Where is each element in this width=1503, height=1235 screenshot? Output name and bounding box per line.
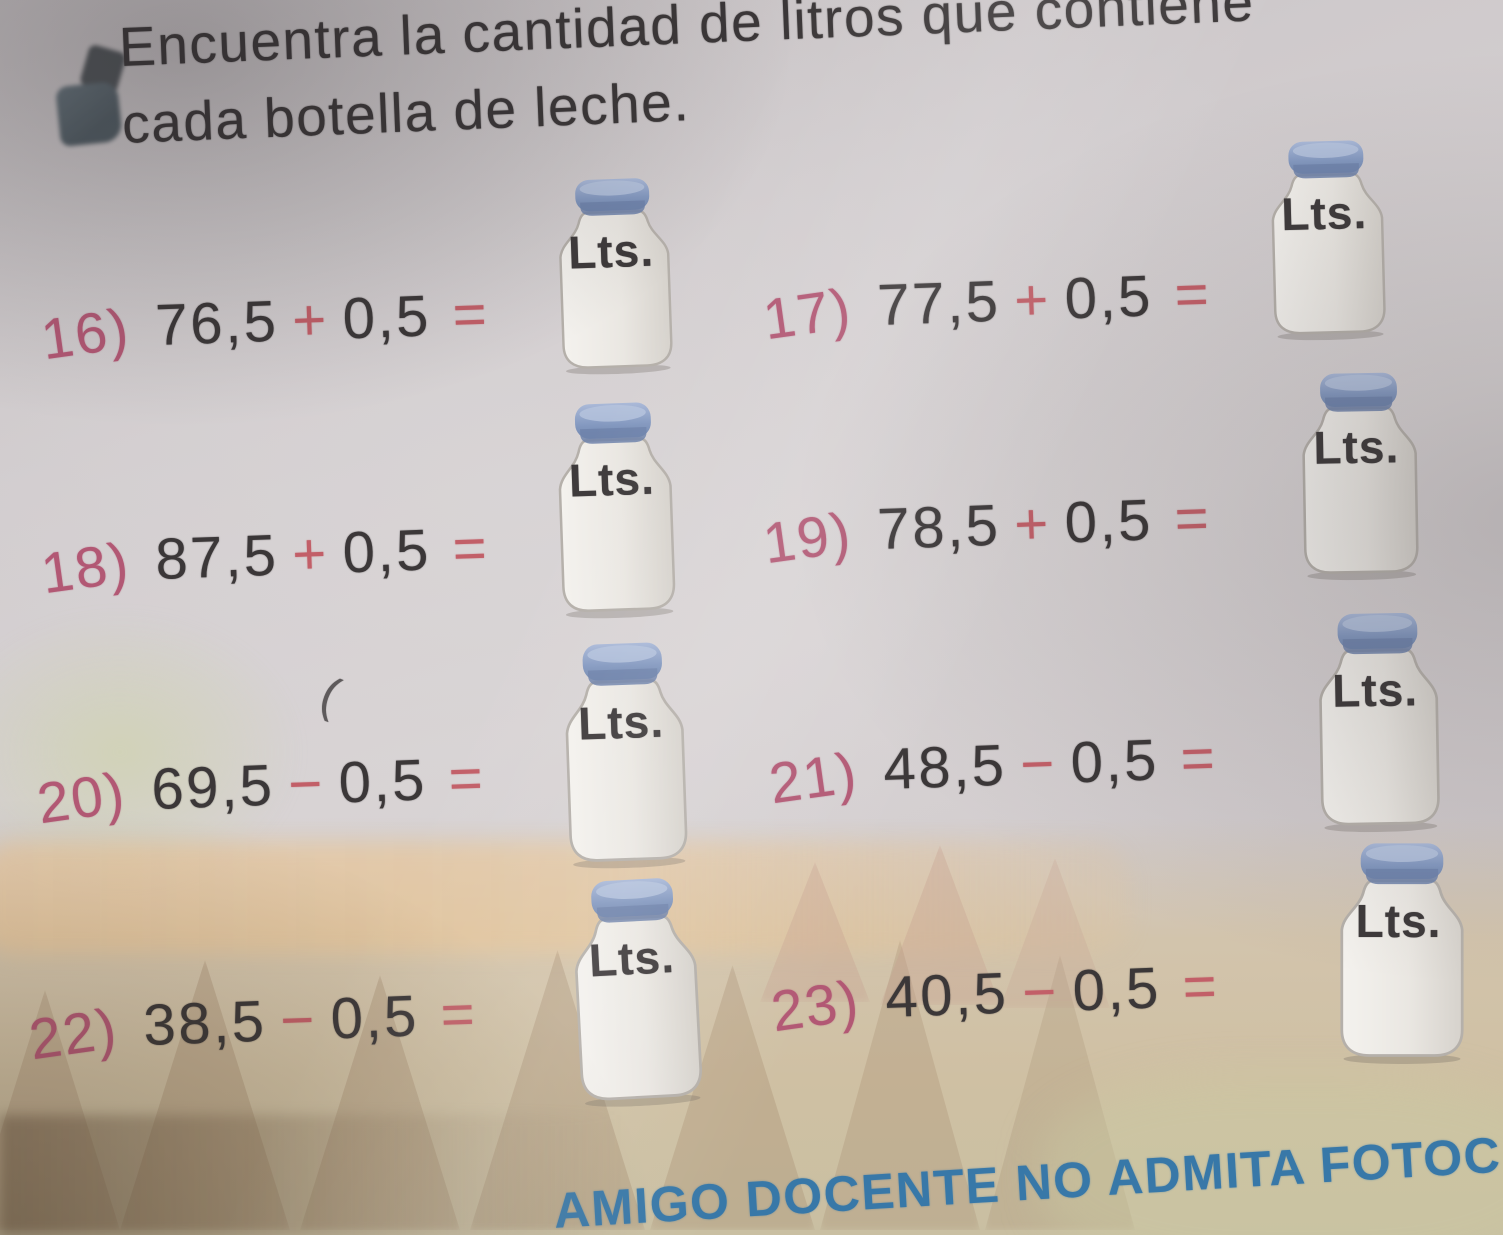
bottle-capacity-label: Lts.	[577, 694, 665, 750]
equals-sign: =	[447, 745, 487, 812]
operand-2: 0,5	[341, 517, 432, 586]
bottle-capacity-label: Lts.	[567, 223, 655, 279]
problem-number: 23)	[767, 968, 864, 1045]
bottle-capacity-label: Lts.	[1355, 894, 1442, 947]
equals-sign: =	[1179, 725, 1219, 792]
problem-expression: 87,5 + 0,5 =	[154, 514, 490, 593]
problem-19: 19) 78,5 + 0,5 =	[759, 484, 1212, 576]
operator: +	[1013, 266, 1052, 334]
milk-bottle-19: Lts.	[1278, 369, 1442, 582]
operand-2: 0,5	[1063, 263, 1154, 332]
problem-number: 18)	[37, 530, 134, 607]
problem-number: 21)	[765, 740, 862, 817]
operator: −	[1021, 958, 1060, 1026]
problem-expression: 77,5 + 0,5 =	[876, 260, 1212, 339]
operand-1: 40,5	[884, 960, 1010, 1030]
operand-1: 69,5	[150, 752, 276, 822]
milk-bottle-18: Lts.	[533, 397, 699, 621]
problem-number: 17)	[759, 276, 856, 353]
operator: −	[279, 986, 318, 1054]
problem-number: 16)	[37, 296, 134, 373]
bottom-left-shadow	[0, 1115, 620, 1235]
operator: +	[291, 286, 330, 354]
operand-2: 0,5	[1071, 955, 1162, 1024]
milk-bottle-21: Lts.	[1294, 609, 1464, 834]
equals-sign: =	[451, 281, 491, 348]
problem-16: 16) 76,5 + 0,5 =	[37, 280, 490, 372]
operator: +	[291, 520, 330, 588]
operand-1: 48,5	[882, 732, 1008, 802]
milk-bottle-20: Lts.	[539, 637, 712, 871]
equals-sign: =	[1181, 953, 1221, 1020]
problem-22: 22) 38,5 − 0,5 =	[25, 980, 478, 1072]
title-block: Encuentra la cantidad de litros que cont…	[118, 0, 1259, 155]
problem-expression: 76,5 + 0,5 =	[154, 280, 490, 359]
milk-bottle-graphic	[562, 640, 689, 871]
operand-1: 38,5	[142, 988, 268, 1058]
milk-bottle-17: Lts.	[1247, 136, 1408, 343]
milk-bottle-22: Lts.	[546, 872, 728, 1111]
problem-20: 20) 69,5 − 0,5 =	[33, 744, 486, 836]
operand-2: 0,5	[337, 747, 428, 816]
bullet-icon-bottom	[55, 80, 123, 148]
equals-sign: =	[451, 515, 491, 582]
problem-17: 17) 77,5 + 0,5 =	[759, 260, 1212, 352]
milk-bottle-graphic	[555, 400, 677, 621]
equals-sign: =	[439, 981, 479, 1048]
equals-sign: =	[1173, 261, 1213, 328]
problem-expression: 69,5 − 0,5 =	[150, 744, 486, 823]
bottle-capacity-label: Lts.	[1312, 420, 1400, 475]
problem-number: 22)	[25, 996, 122, 1073]
milk-bottle-23: Lts.	[1316, 840, 1488, 1064]
footer-warning-text: AMIGO DOCENTE NO ADMITA FOTOC	[552, 1126, 1503, 1235]
operand-1: 78,5	[876, 492, 1002, 562]
problem-18: 18) 87,5 + 0,5 =	[37, 514, 490, 606]
stray-pen-mark: (	[313, 667, 347, 724]
operator: −	[1019, 730, 1058, 798]
operand-2: 0,5	[1063, 487, 1154, 556]
milk-bottle-16: Lts.	[535, 173, 696, 377]
problem-number: 19)	[759, 500, 856, 577]
milk-bottle-graphic	[1317, 611, 1441, 834]
problem-expression: 38,5 − 0,5 =	[142, 980, 478, 1059]
problem-expression: 78,5 + 0,5 =	[876, 484, 1212, 563]
problem-expression: 40,5 − 0,5 =	[884, 952, 1220, 1031]
bottle-capacity-label: Lts.	[587, 930, 677, 987]
bottle-capacity-label: Lts.	[1331, 663, 1419, 718]
problem-21: 21) 48,5 − 0,5 =	[765, 724, 1218, 816]
problem-23: 23) 40,5 − 0,5 =	[767, 952, 1220, 1044]
operator: −	[287, 750, 326, 818]
milk-bottle-graphic	[1340, 842, 1464, 1064]
bottle-capacity-label: Lts.	[568, 451, 656, 507]
operand-2: 0,5	[341, 283, 432, 352]
milk-bottle-graphic	[570, 875, 704, 1111]
equals-sign: =	[1173, 485, 1213, 552]
problem-number: 20)	[33, 760, 130, 837]
operand-1: 76,5	[154, 288, 280, 358]
operand-2: 0,5	[1069, 727, 1160, 796]
operator: +	[1013, 490, 1052, 558]
operand-2: 0,5	[329, 983, 420, 1052]
operand-1: 87,5	[154, 522, 280, 592]
problem-expression: 48,5 − 0,5 =	[882, 724, 1218, 803]
operand-1: 77,5	[876, 268, 1002, 338]
bottle-capacity-label: Lts.	[1280, 186, 1368, 241]
